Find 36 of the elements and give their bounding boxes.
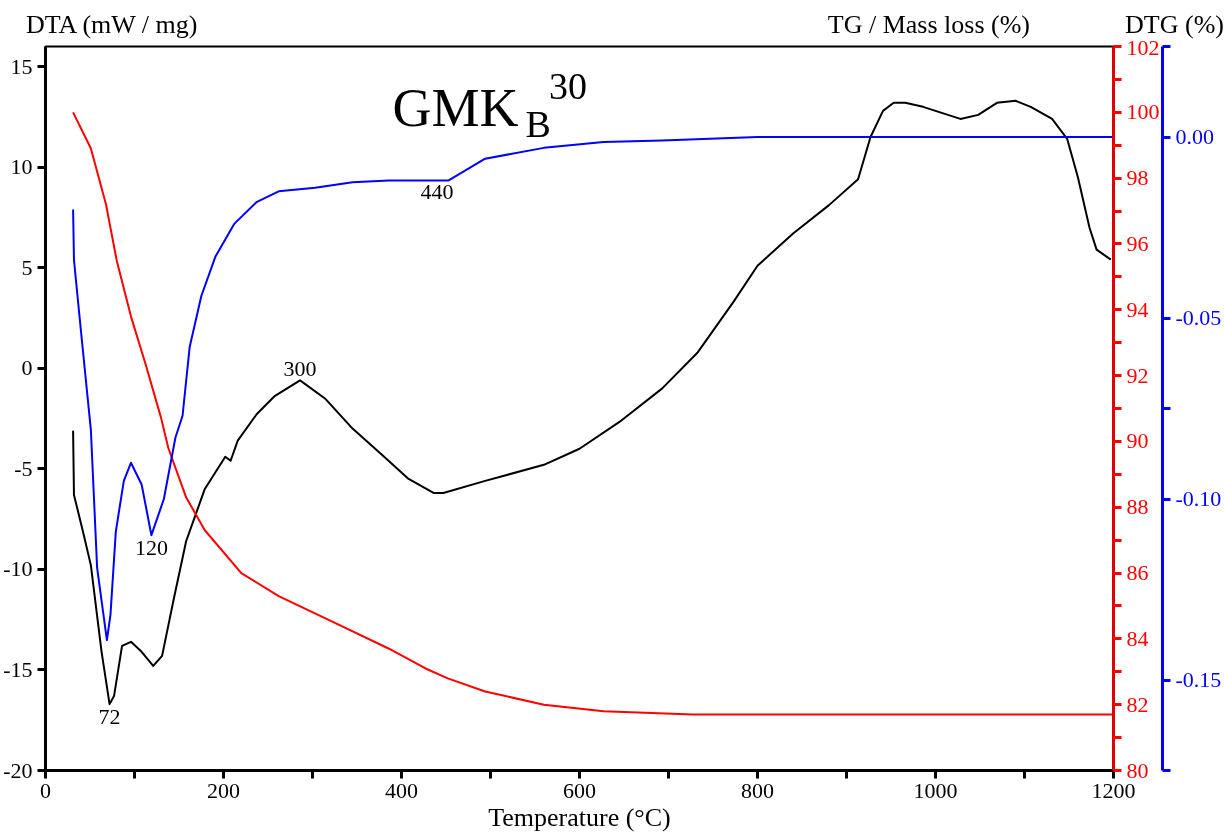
y2-tick-label: 90 [1126, 428, 1149, 454]
x-tick-label: 0 [40, 777, 51, 803]
y2-tick-label: 82 [1126, 691, 1149, 717]
y3-tick-label: -0.10 [1175, 486, 1222, 511]
annotation: 72 [98, 704, 121, 730]
y2-axis-title: TG / Mass loss (%) [827, 9, 1030, 41]
annotation: 120 [134, 535, 168, 561]
y2-tick-label: 96 [1126, 230, 1149, 256]
y-tick-label: -10 [3, 556, 33, 582]
y3-tick-label: -0.15 [1175, 667, 1222, 692]
y-tick-label: -15 [3, 656, 33, 682]
x-axis-title: Temperature (°C) [488, 802, 671, 832]
y-tick-label: 5 [21, 254, 33, 280]
y2-tick-label: 94 [1126, 296, 1149, 322]
y2-tick-label: 98 [1126, 165, 1149, 191]
y-tick-label: -20 [3, 757, 33, 783]
y2-tick-label: 86 [1126, 560, 1149, 586]
y-tick-label: 15 [10, 53, 33, 79]
x-tick-label: 600 [563, 777, 596, 803]
y-tick-label: 0 [21, 355, 33, 381]
y2-tick-label: 100 [1126, 99, 1160, 125]
y2-tick-label: 92 [1126, 362, 1149, 388]
y-axis-title: DTA (mW / mg) [26, 9, 198, 41]
annotation: 300 [283, 356, 317, 382]
y2-tick-label: 88 [1126, 494, 1149, 520]
y-tick-label: 10 [10, 154, 33, 180]
x-tick-label: 200 [207, 777, 240, 803]
y3-tick-label: -0.05 [1175, 305, 1222, 330]
y3-tick-label: 0.00 [1175, 124, 1214, 149]
y2-tick-label: 84 [1126, 625, 1149, 651]
x-tick-label: 1000 [913, 777, 958, 803]
annotation: 440 [420, 179, 454, 205]
x-tick-label: 800 [741, 777, 774, 803]
line-series [72, 136, 1114, 642]
x-tick-label: 400 [385, 777, 418, 803]
y-tick-label: -5 [14, 455, 33, 481]
